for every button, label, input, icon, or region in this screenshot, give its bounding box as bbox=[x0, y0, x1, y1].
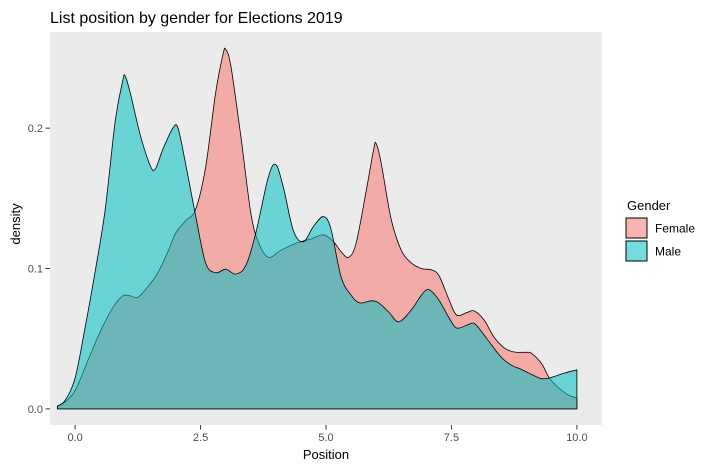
density-area-male bbox=[57, 74, 578, 410]
y-axis: 0.0 0.1 0.2 bbox=[28, 123, 50, 416]
density-areas bbox=[57, 47, 578, 410]
legend-keys: Female Male bbox=[625, 217, 695, 262]
x-axis-title: Position bbox=[303, 447, 349, 462]
x-tick-label: 10.0 bbox=[566, 432, 587, 444]
legend-label-female: Female bbox=[655, 222, 695, 236]
legend-title: Gender bbox=[627, 198, 671, 213]
legend: Gender Female Male bbox=[625, 198, 695, 262]
y-axis-title: density bbox=[8, 203, 23, 245]
x-tick-label: 2.5 bbox=[193, 432, 208, 444]
chart-title: List position by gender for Elections 20… bbox=[50, 10, 343, 27]
y-tick-label: 0.1 bbox=[28, 264, 43, 276]
legend-swatch-female bbox=[625, 217, 648, 239]
legend-label-male: Male bbox=[655, 245, 681, 259]
x-axis: 0.0 2.5 5.0 7.5 10.0 bbox=[67, 425, 588, 444]
y-tick-label: 0.0 bbox=[28, 404, 43, 416]
x-tick-label: 0.0 bbox=[67, 432, 82, 444]
y-tick-label: 0.2 bbox=[28, 123, 43, 135]
x-tick-label: 5.0 bbox=[318, 432, 333, 444]
x-tick-label: 7.5 bbox=[444, 432, 459, 444]
legend-swatch-male bbox=[625, 240, 648, 262]
